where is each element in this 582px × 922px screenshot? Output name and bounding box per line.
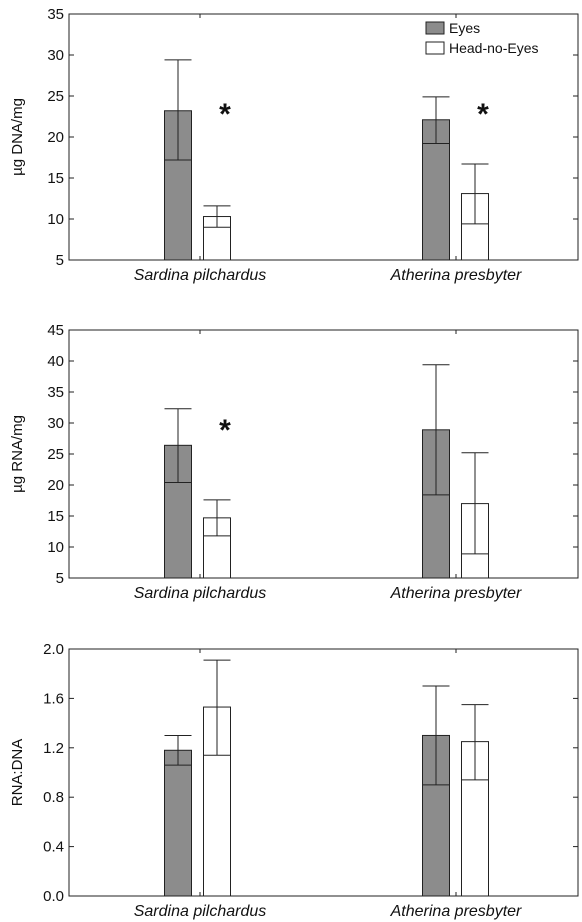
bar-eyes <box>164 110 192 261</box>
y-tick-label: 10 <box>47 539 64 556</box>
plot-frame <box>68 329 579 579</box>
y-tick-label: 10 <box>47 211 64 228</box>
y-tick-label: 25 <box>47 446 64 463</box>
y-tick-label: 15 <box>47 508 64 525</box>
y-tick-label: 20 <box>47 477 64 494</box>
y-tick-label: 40 <box>47 353 64 370</box>
chart-panel-3: 0.0 0.4 0.8 1.2 1.6 2.0 RNA:DNA Sardina pilchar… <box>9 641 579 920</box>
y-tick-label: 30 <box>47 415 64 432</box>
significance-star: * <box>219 414 231 447</box>
significance-star: * <box>477 98 489 131</box>
y-tick-label: 35 <box>47 6 64 23</box>
category-label: Atherina presbyter <box>390 585 522 602</box>
plot-frame <box>68 648 579 897</box>
y-tick-label: 0.8 <box>43 789 64 806</box>
y-axis-label: µg RNA/mg <box>9 415 26 493</box>
legend: Eyes Head-no-Eyes <box>425 20 539 56</box>
legend-label: Eyes <box>449 20 480 36</box>
y-tick-label: 1.2 <box>43 740 64 757</box>
category-label: Sardina pilchardus <box>134 267 267 284</box>
y-tick-label: 5 <box>56 252 64 269</box>
y-tick-label: 30 <box>47 47 64 64</box>
y-tick-label: 0.0 <box>43 888 64 905</box>
y-tick-label: 45 <box>47 322 64 339</box>
y-tick-label: 25 <box>47 88 64 105</box>
y-tick-label: 0.4 <box>43 839 64 856</box>
chart-panel-1: 5 10 15 20 25 30 35 µg DNA/mg Sardina pilchardus… <box>9 6 579 284</box>
y-tick-label: 35 <box>47 384 64 401</box>
legend-swatch-eyes <box>425 21 445 35</box>
legend-swatch-head-no-eyes <box>425 41 445 55</box>
bar-eyes <box>422 734 450 897</box>
category-label: Sardina pilchardus <box>134 585 267 602</box>
significance-star: * <box>219 98 231 131</box>
y-axis-label: µg DNA/mg <box>9 98 26 176</box>
category-label: Atherina presbyter <box>390 903 522 920</box>
chart-panel-2: 5 10 15 20 25 30 35 40 45 µg RNA/mg Sardina pilcha… <box>9 322 579 602</box>
y-tick-label: 2.0 <box>43 641 64 658</box>
y-axis-label: RNA:DNA <box>9 739 26 807</box>
bar-eyes <box>164 749 192 897</box>
y-tick-label: 15 <box>47 170 64 187</box>
y-tick-label: 5 <box>56 570 64 587</box>
y-tick-label: 20 <box>47 129 64 146</box>
category-label: Sardina pilchardus <box>134 903 267 920</box>
legend-label: Head-no-Eyes <box>449 40 539 56</box>
category-label: Atherina presbyter <box>390 267 522 284</box>
y-tick-label: 1.6 <box>43 690 64 707</box>
